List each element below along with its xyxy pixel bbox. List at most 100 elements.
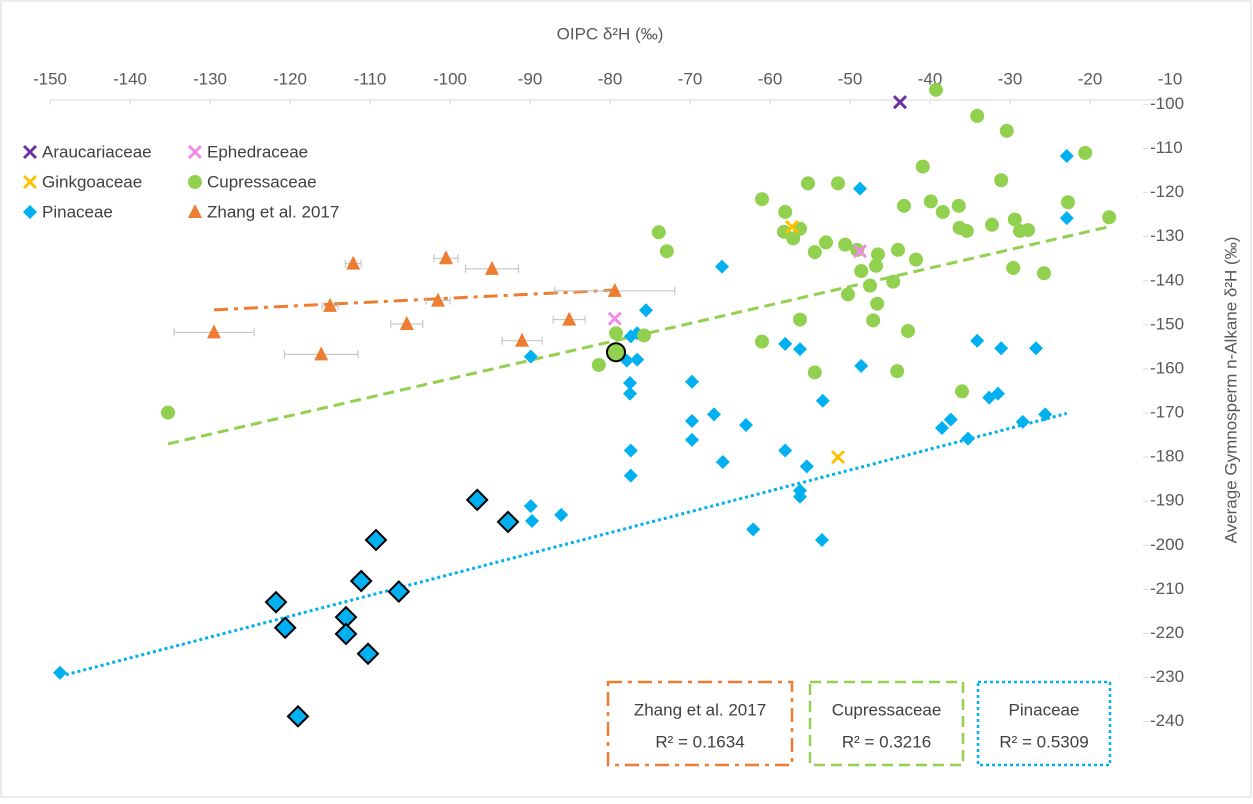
legend-marker — [188, 175, 202, 189]
data-point — [793, 312, 807, 327]
data-point — [799, 459, 814, 474]
data-point — [831, 176, 845, 191]
data-point — [739, 417, 753, 432]
data-point — [685, 413, 699, 428]
data-point — [623, 468, 638, 483]
data-point — [523, 499, 538, 514]
data-point — [970, 333, 985, 348]
data-point — [819, 235, 833, 250]
x-tick-label: -30 — [998, 69, 1023, 88]
x-axis-title: OIPC δ²H (‰) — [557, 24, 664, 43]
data-point — [871, 247, 885, 262]
x-tick-label: -120 — [273, 69, 307, 88]
data-point — [439, 250, 453, 265]
data-point — [264, 590, 288, 614]
y-tick-label: -110 — [1150, 138, 1183, 157]
data-point — [1059, 211, 1074, 226]
data-point — [623, 443, 638, 458]
data-point — [364, 528, 388, 552]
trendline-box — [976, 680, 1112, 767]
data-point — [607, 311, 622, 326]
x-tick-label: -80 — [598, 69, 623, 88]
data-point — [935, 421, 949, 436]
data-point — [901, 324, 915, 339]
data-point — [1029, 341, 1043, 356]
data-point — [793, 342, 807, 357]
data-point — [801, 176, 815, 191]
data-point — [854, 358, 869, 373]
data-point — [323, 297, 337, 312]
data-point — [890, 364, 905, 379]
legend-label: Ginkgoaceae — [42, 172, 142, 191]
data-point — [387, 580, 411, 604]
data-point — [915, 159, 930, 174]
x-tick-label: -130 — [193, 69, 227, 88]
x-tick-label: -150 — [33, 69, 67, 88]
data-point — [755, 192, 769, 207]
trendline-r2: R² = 0.3216 — [842, 732, 931, 751]
data-point — [959, 223, 974, 238]
data-point — [815, 533, 829, 548]
data-point — [715, 259, 729, 274]
x-tick-label: -140 — [113, 69, 147, 88]
data-point — [207, 324, 221, 339]
data-point — [485, 260, 499, 275]
data-point — [609, 326, 623, 341]
data-point — [852, 244, 868, 259]
y-tick-label: -170 — [1150, 403, 1184, 422]
data-point — [951, 198, 966, 213]
data-point — [349, 569, 373, 593]
y-tick-label: -220 — [1150, 623, 1184, 642]
trendline-box — [606, 680, 794, 767]
x-tick-label: -100 — [433, 69, 467, 88]
data-point — [630, 352, 645, 367]
x-tick-label: -70 — [678, 69, 703, 88]
data-point — [853, 181, 867, 196]
trendline-label: Cupressaceae — [832, 700, 942, 719]
legend-marker — [187, 144, 203, 160]
data-point — [985, 217, 999, 232]
data-point — [807, 245, 822, 260]
x-tick-label: -50 — [838, 69, 863, 88]
data-point — [838, 237, 853, 252]
x-tick-label: -20 — [1078, 69, 1103, 88]
data-point — [1061, 195, 1075, 210]
data-point — [892, 95, 908, 110]
data-point — [991, 386, 1005, 401]
data-point — [465, 488, 489, 512]
data-point — [1006, 260, 1021, 275]
y-tick-label: -180 — [1150, 447, 1184, 466]
data-point — [525, 514, 539, 529]
y-tick-label: -230 — [1150, 667, 1184, 686]
data-point — [786, 231, 801, 246]
data-point — [607, 282, 622, 297]
y-tick-label: -140 — [1150, 270, 1184, 289]
data-point — [1059, 148, 1074, 163]
data-point — [685, 374, 699, 389]
data-point — [554, 507, 569, 522]
y-tick-label: -160 — [1150, 358, 1184, 377]
legend-marker — [22, 174, 38, 190]
data-point — [1007, 212, 1022, 227]
legend-label: Pinaceae — [42, 202, 113, 221]
trendline — [213, 288, 615, 312]
x-tick-label: -90 — [518, 69, 543, 88]
data-point — [815, 393, 830, 408]
data-point — [778, 336, 793, 351]
data-point — [870, 296, 885, 311]
trendline-r2: R² = 0.5309 — [999, 732, 1088, 751]
data-point — [784, 219, 800, 235]
data-point — [1021, 223, 1035, 238]
data-point — [955, 384, 969, 399]
data-point — [606, 342, 626, 363]
legend-label: Cupressaceae — [207, 172, 317, 191]
data-point — [869, 258, 883, 273]
data-point — [286, 704, 310, 728]
data-point — [755, 334, 769, 349]
x-tick-label: -10 — [1158, 69, 1183, 88]
x-tick-label: -110 — [354, 69, 387, 88]
data-point — [53, 665, 67, 680]
legend-marker — [188, 204, 202, 218]
